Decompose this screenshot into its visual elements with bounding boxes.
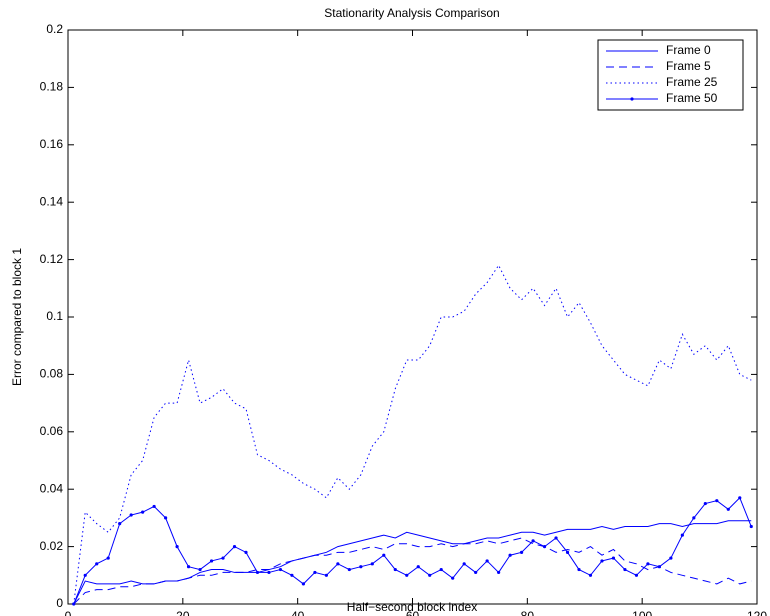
point-marker (278, 567, 283, 572)
point-marker (577, 567, 581, 572)
y-tick-label: 0 (56, 596, 63, 610)
series-line (73, 537, 752, 605)
point-marker (313, 570, 317, 575)
x-tick-label: 100 (632, 609, 652, 616)
y-tick-label: 0.06 (40, 424, 64, 438)
point-marker (565, 550, 570, 554)
y-tick-label: 0.16 (40, 137, 64, 151)
y-axis-label: Error compared to block 1 (10, 248, 24, 386)
point-marker (703, 501, 707, 506)
point-marker (232, 545, 237, 549)
point-marker (164, 516, 168, 520)
point-marker (301, 582, 306, 586)
point-marker (451, 576, 455, 580)
legend-label: Frame 5 (666, 59, 711, 73)
point-marker (83, 573, 87, 577)
point-marker (359, 565, 363, 569)
series-line (73, 520, 752, 605)
point-marker (462, 562, 466, 566)
point-marker (485, 559, 489, 563)
point-marker (393, 567, 397, 572)
y-tick-label: 0.14 (40, 194, 64, 208)
x-tick-label: 20 (176, 609, 190, 616)
y-tick-label: 0.1 (46, 309, 63, 323)
point-marker (152, 504, 156, 509)
point-marker (106, 556, 110, 560)
point-marker (72, 602, 76, 606)
legend-marker (630, 97, 634, 101)
y-tick-label: 0.12 (40, 252, 64, 266)
point-marker (738, 496, 742, 500)
point-marker (715, 499, 719, 503)
y-tick-label: 0.18 (40, 80, 64, 94)
x-tick-label: 0 (65, 609, 72, 616)
point-marker (588, 573, 593, 577)
y-tick-label: 0.2 (46, 22, 63, 36)
legend-label: Frame 50 (666, 91, 718, 105)
point-marker (175, 545, 179, 549)
point-marker (336, 562, 340, 566)
point-marker (209, 559, 214, 563)
point-marker (669, 556, 673, 560)
point-marker (439, 567, 443, 572)
point-marker (267, 570, 271, 575)
point-marker (255, 570, 260, 575)
point-marker (118, 522, 122, 526)
point-marker (726, 507, 730, 511)
point-marker (680, 533, 684, 537)
point-marker (141, 510, 145, 514)
legend-label: Frame 25 (666, 75, 718, 89)
point-marker (347, 567, 351, 572)
point-marker (554, 536, 558, 540)
point-marker (186, 565, 191, 569)
point-marker (531, 539, 535, 543)
series-line (73, 496, 752, 605)
x-tick-label: 60 (406, 609, 420, 616)
point-marker (657, 565, 661, 569)
point-marker (129, 513, 133, 517)
x-tick-label: 80 (521, 609, 535, 616)
point-marker (405, 573, 409, 577)
point-marker (244, 550, 248, 554)
point-marker (692, 516, 696, 520)
chart-title: Stationarity Analysis Comparison (324, 6, 499, 20)
y-tick-label: 0.02 (40, 539, 64, 553)
point-marker (611, 556, 616, 560)
point-marker (600, 559, 604, 563)
legend-box (597, 39, 744, 111)
y-tick-label: 0.04 (40, 481, 64, 495)
point-marker (221, 556, 225, 560)
point-marker (95, 562, 99, 566)
point-marker (634, 573, 639, 577)
point-marker (324, 573, 328, 577)
point-marker (646, 562, 650, 566)
plot-area (67, 29, 758, 605)
point-marker (198, 567, 202, 572)
point-marker (474, 570, 478, 575)
point-marker (497, 570, 501, 575)
point-marker (416, 565, 420, 569)
x-tick-label: 40 (291, 609, 305, 616)
point-marker (290, 573, 294, 577)
point-marker (749, 524, 753, 529)
y-tick-label: 0.08 (40, 367, 64, 381)
x-tick-label: 120 (747, 609, 767, 616)
point-marker (623, 567, 627, 572)
series-line (73, 264, 752, 605)
point-marker (508, 553, 512, 557)
point-marker (428, 573, 432, 577)
point-marker (370, 562, 374, 566)
point-marker (382, 553, 386, 557)
point-marker (519, 550, 524, 554)
legend-label: Frame 0 (666, 43, 711, 57)
point-marker (542, 545, 547, 549)
